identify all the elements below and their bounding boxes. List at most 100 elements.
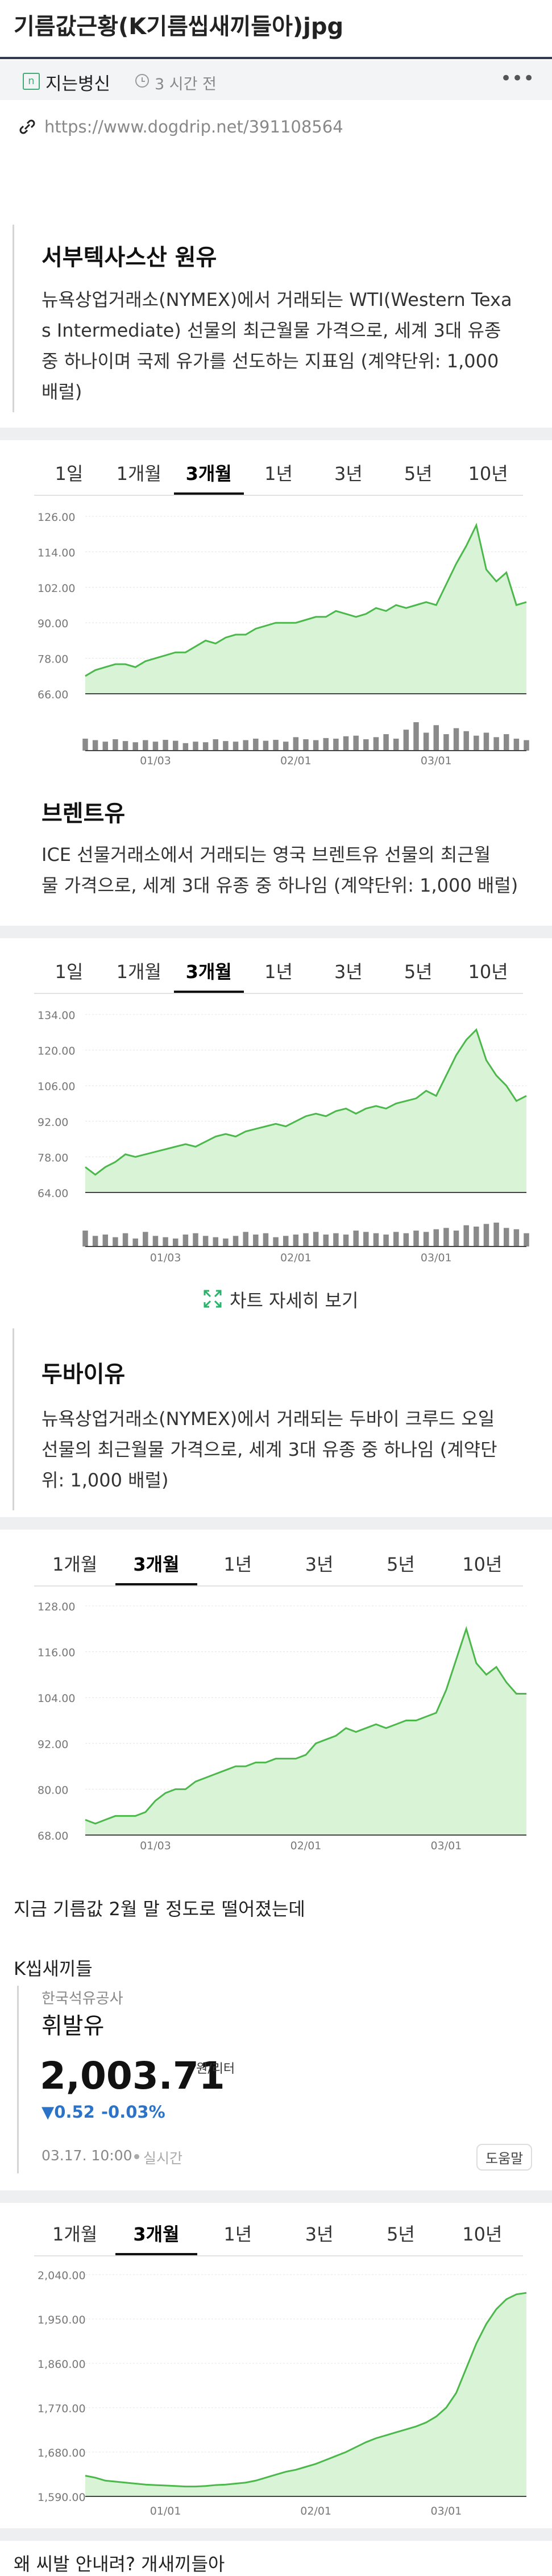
period-tab[interactable]: 3개월 bbox=[115, 1546, 197, 1585]
volume-bar bbox=[423, 732, 429, 751]
period-tab[interactable]: 5년 bbox=[404, 961, 433, 983]
period-tab[interactable]: 1년 bbox=[223, 2223, 252, 2245]
period-tab[interactable]: 3년 bbox=[334, 961, 363, 983]
volume-bar bbox=[152, 1236, 159, 1246]
comment: 지금 기름값 2월 말 정도로 떨어졌는데 bbox=[14, 1898, 305, 1920]
volume-bar bbox=[524, 1233, 529, 1246]
period-tabs: 1일 1개월 3개월 1년 3년 5년 10년 bbox=[34, 953, 523, 994]
volume-bar bbox=[423, 1232, 429, 1246]
period-tab[interactable]: 1년 bbox=[264, 463, 293, 484]
period-tab[interactable]: 3개월 bbox=[173, 953, 244, 993]
help-button[interactable]: 도움말 bbox=[476, 2144, 533, 2171]
period-tab[interactable]: 10년 bbox=[468, 961, 508, 983]
volume-bar bbox=[213, 1237, 219, 1246]
period-tab[interactable]: 1개월 bbox=[116, 463, 161, 484]
volume-bar bbox=[273, 1237, 279, 1246]
y-tick-label: 1,680.00 bbox=[38, 2447, 86, 2459]
period-tab[interactable]: 1년 bbox=[223, 1554, 252, 1575]
description-line: 위: 1,000 배럴) bbox=[41, 1469, 169, 1491]
period-tab[interactable]: 5년 bbox=[387, 2223, 415, 2245]
volume-bar bbox=[483, 732, 489, 751]
volume-bar bbox=[132, 742, 138, 751]
volume-bar bbox=[463, 1225, 469, 1246]
volume-bar bbox=[333, 1233, 339, 1246]
volume-bar bbox=[223, 1239, 229, 1246]
volume-bar bbox=[413, 1231, 419, 1246]
comment: K씹새끼들 bbox=[14, 1958, 93, 1979]
period-tab[interactable]: 10년 bbox=[462, 1554, 503, 1575]
x-tick-label: 01/03 bbox=[150, 1252, 181, 1264]
link-icon bbox=[19, 119, 35, 134]
volume-bar bbox=[363, 739, 369, 751]
volume-bar bbox=[524, 740, 529, 751]
volume-bar bbox=[503, 1228, 509, 1246]
volume-bar bbox=[283, 742, 289, 751]
card-bar bbox=[17, 1986, 19, 2173]
description-line: 중 하나이며 국제 유가를 선도하는 지표임 (계약단위: 1,000 bbox=[41, 350, 499, 372]
volume-bar bbox=[102, 1235, 109, 1246]
volume-bar bbox=[493, 737, 499, 751]
y-tick-label: 1,590.00 bbox=[38, 2491, 86, 2504]
volume-bar bbox=[193, 742, 198, 751]
volume-bar bbox=[182, 1235, 189, 1246]
divider bbox=[0, 926, 552, 938]
section-bar bbox=[13, 1328, 14, 1510]
y-tick-label: 90.00 bbox=[38, 618, 68, 630]
period-tab[interactable]: 1일 bbox=[55, 961, 84, 983]
y-tick-label: 64.00 bbox=[38, 1187, 68, 1200]
period-tab[interactable]: 3년 bbox=[305, 1554, 334, 1575]
y-tick-label: 102.00 bbox=[38, 582, 75, 595]
volume-bar bbox=[122, 741, 128, 751]
volume-bar bbox=[403, 730, 409, 751]
more-button[interactable]: ••• bbox=[500, 67, 535, 90]
description-line: ICE 선물거래소에서 거래되는 영국 브렌트유 선물의 최근월 bbox=[41, 844, 491, 865]
title-rule bbox=[0, 57, 552, 59]
period-tab[interactable]: 3개월 bbox=[173, 455, 244, 495]
provider: 한국석유공사 bbox=[41, 1990, 123, 2007]
author[interactable]: 지는병신 bbox=[45, 74, 111, 94]
volume-bar bbox=[373, 1233, 379, 1246]
volume-bar bbox=[82, 738, 88, 751]
period-tab[interactable]: 5년 bbox=[387, 1554, 415, 1575]
live-dot bbox=[134, 2154, 139, 2159]
expand-icon bbox=[204, 1290, 222, 1308]
y-tick-label: 2,040.00 bbox=[38, 2269, 86, 2282]
y-tick-label: 92.00 bbox=[38, 1116, 68, 1129]
volume-bar bbox=[323, 738, 329, 751]
y-tick-label: 66.00 bbox=[38, 689, 68, 701]
post-url[interactable]: https://www.dogdrip.net/391108564 bbox=[44, 117, 343, 136]
period-tab[interactable]: 3년 bbox=[305, 2223, 334, 2245]
x-tick-label: 03/01 bbox=[421, 755, 452, 767]
period-tab[interactable]: 3년 bbox=[334, 463, 363, 484]
description-line: 물 가격으로, 세계 3대 유종 중 하나임 (계약단위: 1,000 배럴) bbox=[41, 875, 518, 896]
period-tab[interactable]: 5년 bbox=[404, 463, 433, 484]
volume-bar bbox=[433, 725, 439, 751]
section-description: 뉴욕상업거래소(NYMEX)에서 거래되는 WTI(Western Texa s … bbox=[41, 284, 512, 407]
x-tick-label: 02/01 bbox=[280, 1252, 312, 1264]
section-bar bbox=[13, 225, 14, 412]
chart: 134.00 120.00 106.00 92.00 78.00 64.00 01/03 02… bbox=[38, 1009, 529, 1264]
description-line: 배럴) bbox=[41, 381, 82, 403]
price-unit: 원/리터 bbox=[196, 2062, 235, 2076]
volume-bar bbox=[243, 740, 248, 751]
volume-bar bbox=[202, 742, 209, 751]
volume-bar bbox=[82, 1231, 88, 1246]
period-tab[interactable]: 1개월 bbox=[116, 961, 161, 983]
post-title: 기름값근황(K기름씹새끼들아)jpg bbox=[14, 14, 344, 40]
detail-link[interactable]: 차트 자세히 보기 bbox=[230, 1290, 359, 1311]
period-tab[interactable]: 1년 bbox=[264, 961, 293, 983]
period-tab[interactable]: 1개월 bbox=[52, 1554, 98, 1575]
period-tab[interactable]: 10년 bbox=[468, 463, 508, 484]
volume-bar bbox=[474, 735, 479, 751]
volume-bar bbox=[263, 1233, 269, 1246]
author-row: n 지는병신 3 시간 전 ••• bbox=[0, 60, 552, 100]
volume-bar bbox=[383, 1235, 389, 1246]
period-tab[interactable]: 3개월 bbox=[115, 2215, 197, 2255]
period-tab[interactable]: 10년 bbox=[462, 2223, 503, 2245]
volume-bar bbox=[353, 735, 359, 751]
period-tab[interactable]: 1일 bbox=[55, 463, 84, 484]
y-tick-label: 116.00 bbox=[38, 1647, 75, 1659]
y-tick-label: 1,770.00 bbox=[38, 2403, 86, 2415]
volume-bar bbox=[233, 1236, 239, 1246]
period-tab[interactable]: 1개월 bbox=[52, 2223, 98, 2245]
